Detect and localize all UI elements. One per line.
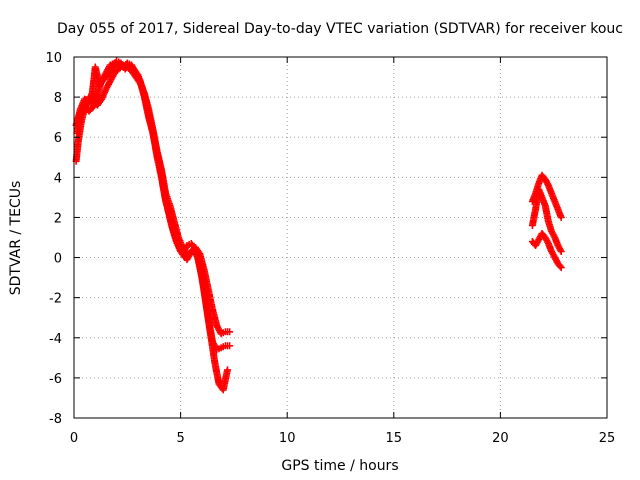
x-tick-label: 25 xyxy=(599,431,616,446)
y-tick-label: 10 xyxy=(45,51,62,66)
data-point-s4 xyxy=(557,248,565,255)
x-tick-label: 5 xyxy=(176,431,184,446)
y-tick-label: 4 xyxy=(54,171,62,186)
y-tick-label: -2 xyxy=(49,292,62,307)
data-points xyxy=(72,57,565,394)
data-point-s1 xyxy=(226,342,234,350)
axis-ticks xyxy=(73,56,608,419)
x-axis-label: GPS time / hours xyxy=(281,458,398,474)
y-tick-label: 6 xyxy=(54,131,62,146)
data-point-s3 xyxy=(557,213,565,221)
y-tick-label: -6 xyxy=(49,372,62,387)
y-tick-label: -4 xyxy=(49,332,62,347)
data-point-s5 xyxy=(557,264,565,272)
chart-title: Day 055 of 2017, Sidereal Day-to-day VTE… xyxy=(57,21,623,37)
data-point-s0 xyxy=(226,328,234,336)
tick-labels: 0 5 10 15 20 25 -8 -6 -4 -2 0 2 4 6 8 10 xyxy=(45,51,615,446)
plot-frame xyxy=(73,56,608,419)
grid xyxy=(74,57,607,418)
data-point-s2 xyxy=(224,366,231,374)
y-tick-label: 8 xyxy=(54,91,62,106)
x-tick-label: 0 xyxy=(70,431,78,446)
y-axis-label: SDTVAR / TECUs xyxy=(8,181,24,296)
y-tick-label: 2 xyxy=(54,211,62,226)
y-tick-label: 0 xyxy=(54,252,62,267)
data-point-s5 xyxy=(556,262,564,270)
x-tick-label: 10 xyxy=(279,431,296,446)
y-tick-label: -8 xyxy=(49,412,62,427)
x-tick-label: 20 xyxy=(492,431,509,446)
x-tick-label: 15 xyxy=(386,431,403,446)
